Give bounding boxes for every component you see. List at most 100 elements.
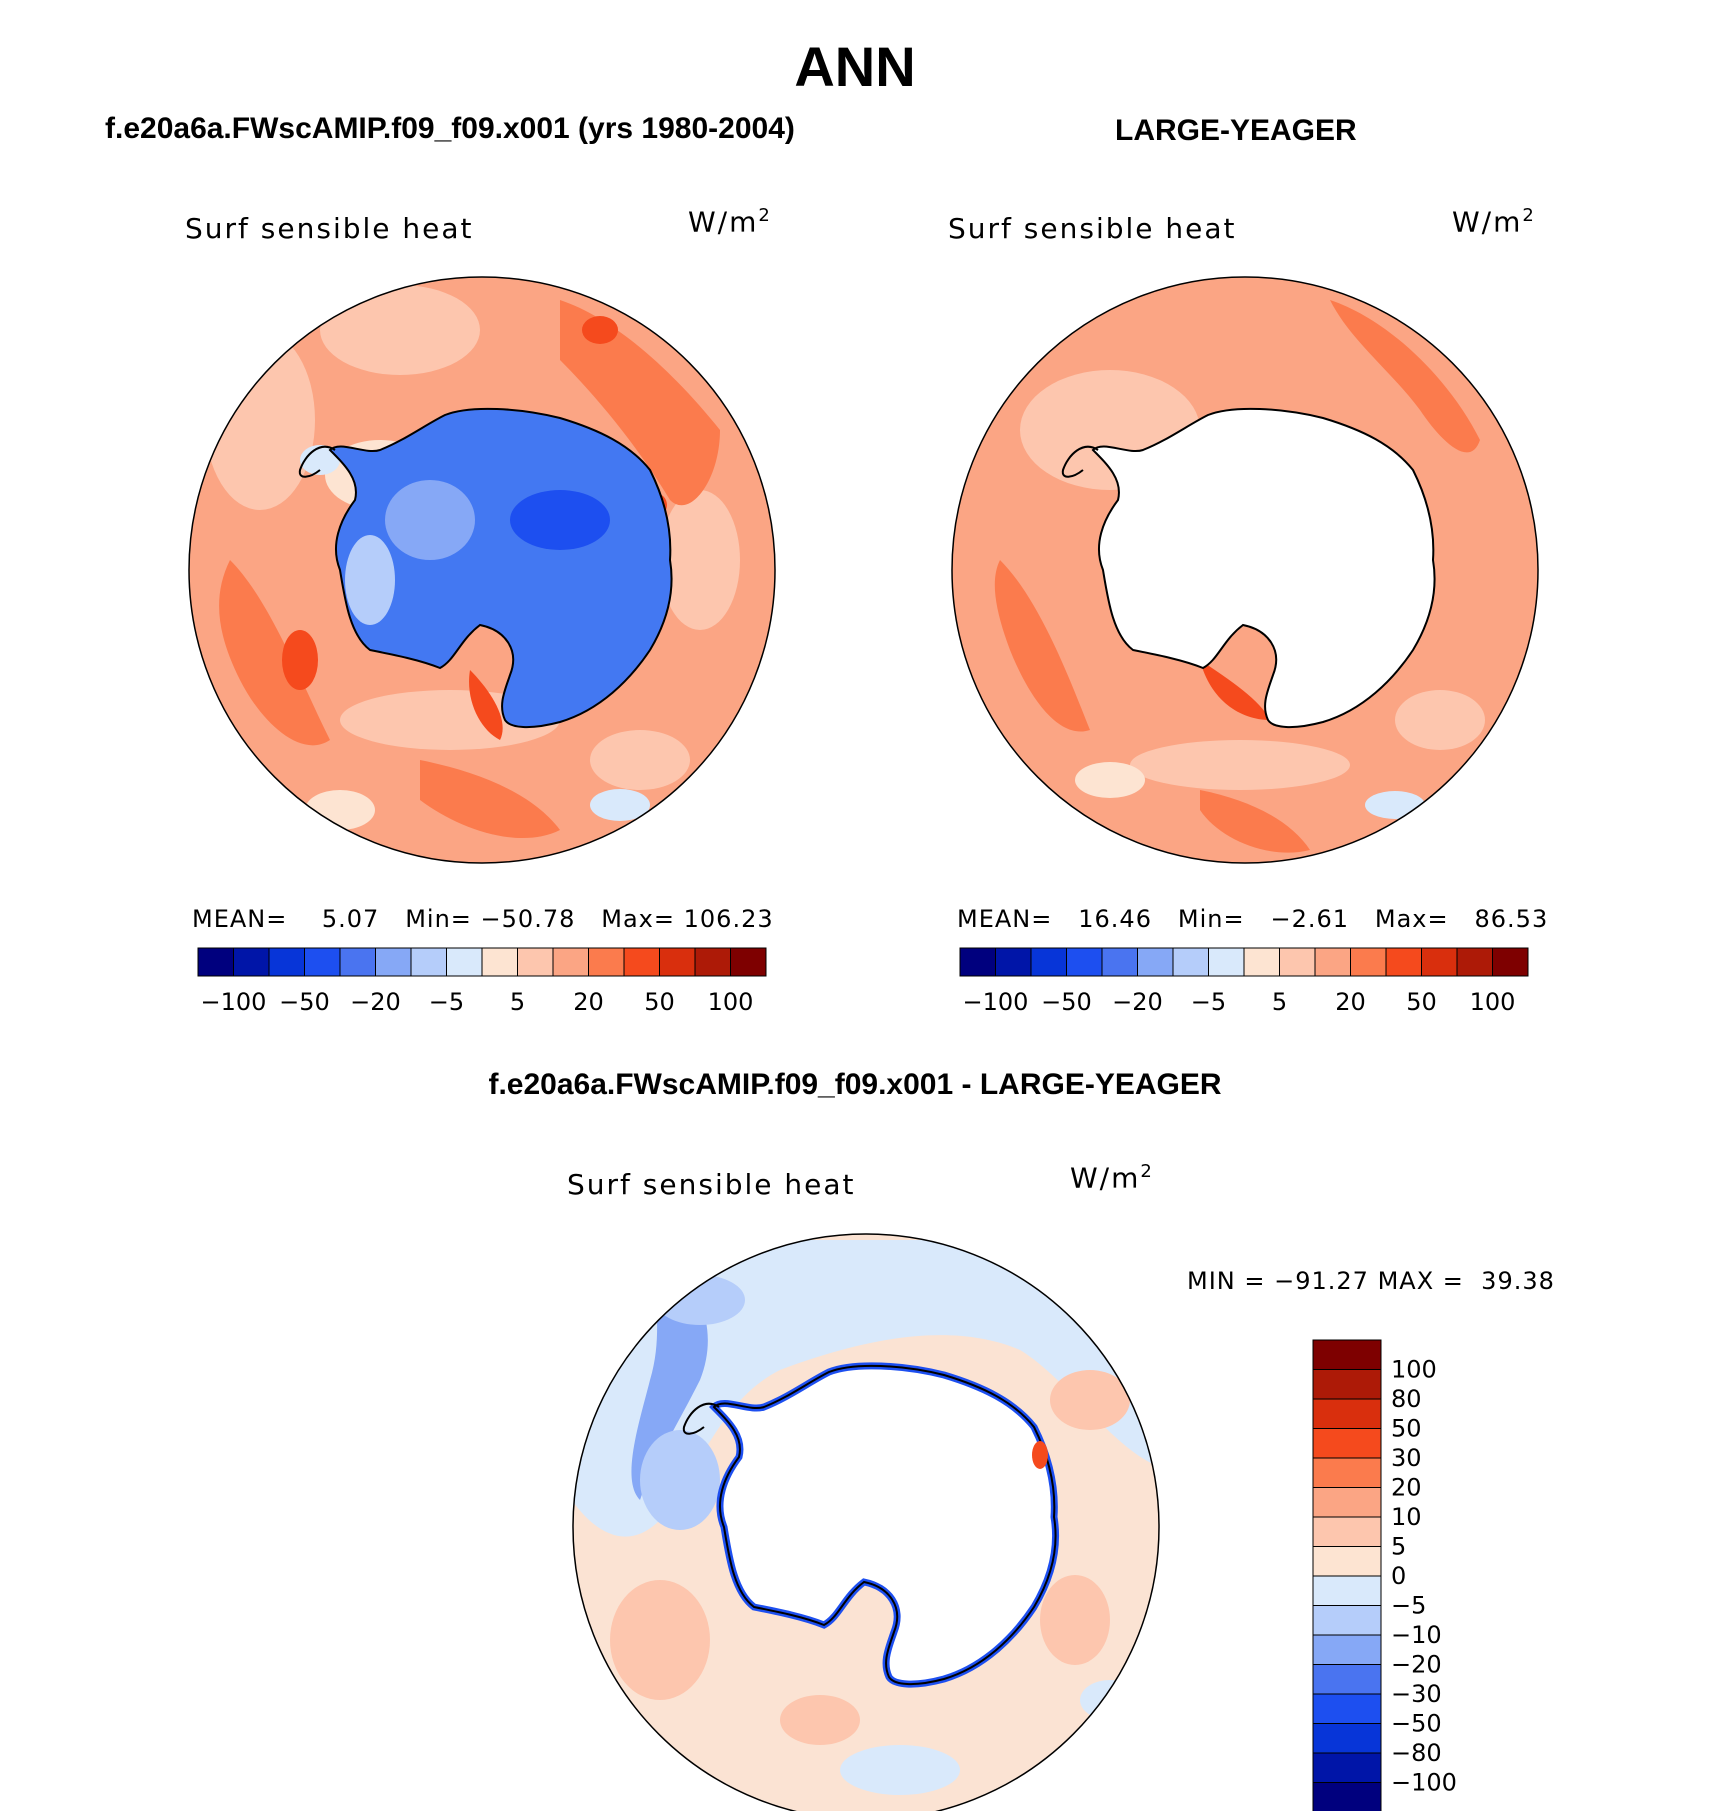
map-3-antarctica-coast xyxy=(712,1364,1057,1685)
colorbar-1-swatch xyxy=(197,947,234,977)
colorbar-3-swatch xyxy=(1312,1782,1382,1811)
colorbar-3-swatch xyxy=(1312,1605,1382,1636)
map-2-patch xyxy=(1395,690,1485,750)
panel-2-mean-value: 16.46 xyxy=(1078,905,1152,933)
panel-1-mean-value: 5.07 xyxy=(321,905,380,933)
colorbar-3-swatch xyxy=(1312,1487,1382,1518)
colorbar-1-tick-label: 50 xyxy=(644,988,675,1016)
panel-3-min-label: MIN = xyxy=(1187,1267,1266,1295)
colorbar-3-tick-label: −100 xyxy=(1391,1769,1457,1797)
map-3-patch xyxy=(840,1745,960,1795)
colorbar-3-swatch xyxy=(1312,1693,1382,1724)
colorbar-2-swatch xyxy=(1066,947,1103,977)
colorbar-1-swatch xyxy=(659,947,696,977)
colorbar-2-tick-label: −100 xyxy=(963,988,1029,1016)
panel-2-min-label: Min= xyxy=(1177,905,1245,933)
colorbar-1-tick-label: −50 xyxy=(279,988,330,1016)
panel-3-max-label: MAX = xyxy=(1377,1267,1464,1295)
panel-2-units-text: W/m xyxy=(1452,205,1523,239)
map-2-antarctica xyxy=(1091,407,1436,728)
panel-2-units: W/m2 xyxy=(1452,205,1536,238)
map-1-patch xyxy=(219,560,330,746)
map-3-patch xyxy=(1080,1680,1140,1720)
colorbar-3-tick-label: 20 xyxy=(1391,1474,1422,1502)
colorbar-3-swatch xyxy=(1312,1339,1382,1370)
colorbar-2-swatch xyxy=(1385,947,1422,977)
map-1-peninsula xyxy=(298,445,336,478)
map-2-patch xyxy=(1075,762,1145,798)
colorbar-3-swatch xyxy=(1312,1428,1382,1459)
colorbar-1-swatch xyxy=(233,947,270,977)
map-2-contours xyxy=(994,300,1485,853)
colorbar-2-tick-label: 100 xyxy=(1470,988,1516,1016)
colorbar-2-tick-label: 20 xyxy=(1335,988,1366,1016)
map-1-patch xyxy=(320,285,480,375)
panel-1-min-label: Min= xyxy=(405,905,472,933)
colorbar-2-swatch xyxy=(995,947,1032,977)
colorbar-3-swatch xyxy=(1312,1457,1382,1488)
colorbar-1-tick-label: 20 xyxy=(573,988,604,1016)
colorbar-2-swatch xyxy=(1456,947,1493,977)
colorbar-1-swatch xyxy=(375,947,412,977)
panel-3-units-text: W/m xyxy=(1070,1161,1141,1195)
colorbar-2-tick-label: −5 xyxy=(1191,988,1226,1016)
panel-1-units-exponent: 2 xyxy=(758,205,772,226)
colorbar-2-swatch xyxy=(1208,947,1245,977)
colorbar-3-swatch xyxy=(1312,1752,1382,1783)
colorbar-3-tick-label: −30 xyxy=(1391,1680,1442,1708)
colorbar-2-swatch xyxy=(1172,947,1209,977)
map-2-patch xyxy=(1200,790,1310,853)
panel-1-header: f.e20a6a.FWscAMIP.f09_f09.x001 (yrs 1980… xyxy=(105,112,795,145)
colorbar-2-swatch xyxy=(1137,947,1174,977)
colorbar-3-swatch xyxy=(1312,1516,1382,1547)
map-1-contours xyxy=(205,285,740,839)
colorbar-2-swatch xyxy=(1030,947,1067,977)
panel-2-header: LARGE-YEAGER xyxy=(1115,114,1357,147)
map-1-patch xyxy=(305,790,375,830)
panel-2-max-label: Max= xyxy=(1374,905,1449,933)
colorbar-3-tick-label: 5 xyxy=(1391,1533,1406,1561)
colorbar-1-swatch xyxy=(481,947,518,977)
colorbar-3-swatch xyxy=(1312,1575,1382,1606)
colorbar-1-tick-label: 5 xyxy=(510,988,525,1016)
colorbar-1-swatch xyxy=(268,947,305,977)
colorbar-1-tick-label: −5 xyxy=(429,988,464,1016)
map-1-antarctica-shade xyxy=(510,490,610,550)
panel-1-stats: MEAN= 5.07 Min= −50.78 Max= 106.23 xyxy=(192,905,774,933)
colorbar-2-swatch xyxy=(1492,947,1529,977)
colorbar-2-swatch xyxy=(1279,947,1316,977)
colorbar-2-swatch xyxy=(1243,947,1280,977)
colorbar-1-swatch xyxy=(694,947,731,977)
map-1-antarctica-shade xyxy=(345,535,395,625)
map-1-patch xyxy=(420,760,560,839)
map-1-patch xyxy=(582,316,618,344)
colorbar-2-tick-label: 5 xyxy=(1272,988,1287,1016)
colorbar-1-swatch xyxy=(339,947,376,977)
panel-1-max-label: Max= xyxy=(601,905,675,933)
colorbar-3-tick-label: 50 xyxy=(1391,1415,1422,1443)
colorbar-1-swatch xyxy=(304,947,341,977)
map-3-peninsula xyxy=(682,1402,720,1435)
colorbar-2-swatch xyxy=(1421,947,1458,977)
colorbar-2-swatch xyxy=(1314,947,1351,977)
panel-2-stats: MEAN= 16.46 Min= −2.61 Max= 86.53 xyxy=(957,905,1548,933)
panel-2-variable-label: Surf sensible heat xyxy=(948,212,1237,245)
map-1-antarctica-shade xyxy=(385,480,475,560)
colorbar-1-swatch xyxy=(410,947,447,977)
map-2-patch xyxy=(1200,660,1270,720)
map-3-patch xyxy=(640,1430,720,1530)
panel-1-variable-label: Surf sensible heat xyxy=(185,212,474,245)
panel-3-units-exponent: 2 xyxy=(1140,1161,1154,1182)
colorbar-1-tick-label: 100 xyxy=(708,988,754,1016)
colorbar-3-tick-label: 80 xyxy=(1391,1385,1422,1413)
map-3-patch xyxy=(655,1275,745,1325)
colorbar-1-tick-label: −100 xyxy=(201,988,267,1016)
colorbar-1-tick-label: −20 xyxy=(350,988,401,1016)
map-3-border xyxy=(572,1233,1160,1811)
panel-1-units-text: W/m xyxy=(688,205,759,239)
colorbar-3-swatch xyxy=(1312,1369,1382,1400)
panel-3-stats: MIN = −91.27 MAX = 39.38 xyxy=(1187,1267,1555,1295)
